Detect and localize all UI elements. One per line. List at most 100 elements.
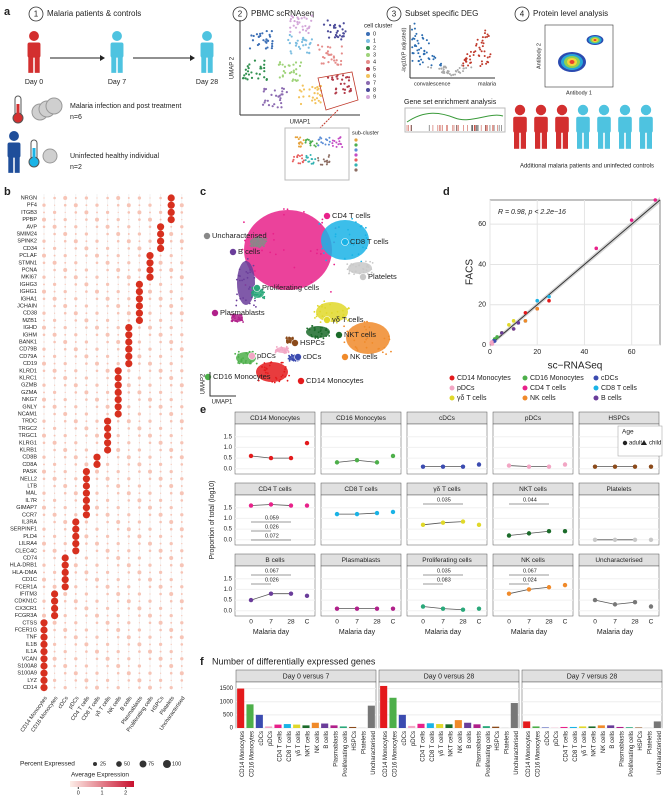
dot: [95, 297, 99, 301]
umap-point: [318, 138, 321, 141]
umap-point: [292, 24, 295, 27]
umap-point: [345, 318, 347, 320]
dot: [179, 599, 184, 604]
umap-point: [330, 312, 333, 314]
umap-point: [327, 331, 330, 333]
marker-dot: [167, 208, 175, 216]
umap-point: [316, 313, 318, 316]
marker-dot: [40, 655, 48, 663]
umap-point: [328, 154, 331, 157]
umap-point: [336, 77, 339, 80]
umap-point: [349, 87, 352, 91]
umap-point: [365, 247, 368, 250]
marker-dot: [125, 338, 133, 346]
umap-point: [281, 349, 284, 351]
dot: [148, 441, 152, 445]
volcano-point: [462, 64, 465, 67]
dot: [127, 427, 131, 430]
dot: [63, 217, 67, 222]
axis-title: Malaria day: [597, 629, 634, 636]
umap-point: [279, 97, 282, 100]
y-tick-label: 1500: [220, 686, 234, 692]
x-tick-label: C: [305, 619, 310, 626]
umap-point: [316, 248, 319, 251]
umap-point: [275, 346, 278, 348]
dot: [160, 312, 162, 314]
umap-point: [299, 47, 302, 50]
bar: [302, 725, 310, 728]
dot: [169, 541, 173, 546]
dot: [53, 196, 56, 200]
point: [506, 463, 512, 468]
dot: [117, 621, 120, 624]
dot: [84, 268, 89, 272]
volcano-point: [411, 28, 414, 31]
dot: [148, 369, 152, 373]
person-leg: [577, 132, 583, 149]
legend-swatch: [522, 395, 528, 401]
volcano-point: [486, 56, 489, 59]
cluster-label: NK cells: [350, 352, 378, 361]
dot: [63, 448, 68, 452]
dot: [105, 476, 110, 481]
dot: [117, 643, 119, 646]
point: [546, 585, 552, 590]
volcano-point: [467, 64, 470, 67]
volcano-point: [487, 34, 490, 37]
dot: [74, 557, 77, 559]
dot: [180, 549, 184, 553]
facet-plot: [320, 423, 402, 475]
umap-point: [293, 155, 296, 158]
umap-point: [320, 45, 324, 48]
dot: [54, 420, 56, 422]
dot: [117, 499, 119, 501]
bar: [417, 723, 425, 728]
cluster-label: Plasmablasts: [220, 308, 265, 317]
dot: [107, 600, 109, 602]
facet-title: NK cells: [521, 557, 546, 564]
dot: [63, 340, 68, 344]
umap-point: [322, 23, 326, 26]
dot: [128, 651, 130, 653]
dot: [169, 340, 174, 344]
dot: [75, 651, 77, 653]
dot: [84, 520, 89, 524]
gene-label: GZMA: [21, 390, 37, 396]
dot: [159, 578, 162, 581]
umap-point: [348, 272, 350, 275]
dot: [74, 463, 78, 466]
gene-label: KLRG1: [19, 440, 37, 446]
marker-dot: [125, 345, 133, 353]
umap-point: [287, 64, 290, 67]
umap-point: [289, 30, 292, 33]
umap-point: [251, 290, 254, 293]
dot: [170, 621, 173, 624]
umap-point: [316, 44, 320, 47]
facet-plot: [406, 423, 488, 475]
dot: [42, 549, 46, 553]
dot: [128, 579, 130, 581]
bar: [255, 714, 263, 728]
dot: [53, 506, 56, 509]
umap-point: [337, 63, 340, 66]
umap-point: [292, 63, 295, 66]
umap-point: [339, 63, 343, 66]
x-tick-label: Proliferating cells: [629, 731, 635, 777]
legend-label: adult: [629, 441, 642, 447]
dot: [169, 232, 174, 236]
dot: [170, 477, 173, 480]
gene-label: S100A8: [17, 663, 37, 669]
dot: [85, 276, 88, 279]
dot: [84, 462, 89, 467]
gene-label: IL7R: [25, 498, 37, 504]
dot: [96, 643, 98, 646]
umap-point: [335, 141, 338, 144]
legend-title: Average Expression: [71, 772, 129, 779]
control-point: [648, 464, 654, 469]
umap-point: [308, 160, 311, 163]
umap-point: [243, 74, 246, 77]
person-head: [598, 104, 610, 116]
gene-label: NRGN: [21, 195, 37, 201]
volcano-point: [427, 66, 430, 69]
umap-point: [270, 47, 273, 50]
